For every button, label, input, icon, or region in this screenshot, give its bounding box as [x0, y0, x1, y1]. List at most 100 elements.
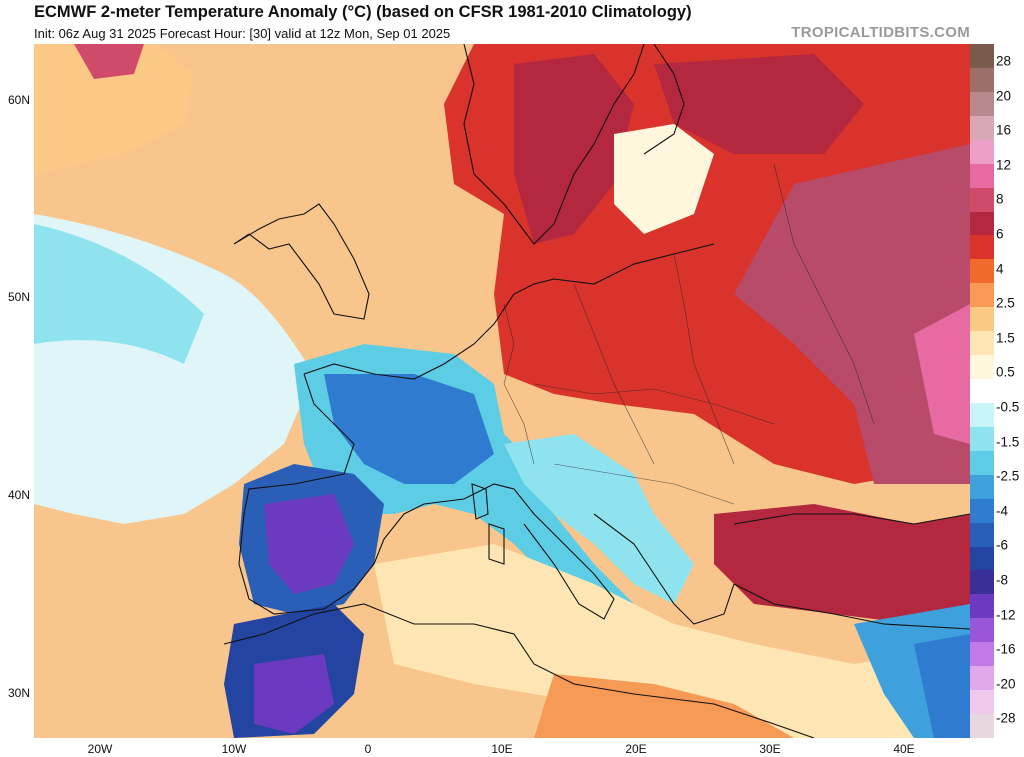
colorbar-cell — [970, 522, 994, 548]
colorbar-label: 4 — [996, 261, 1004, 277]
coastlines — [223, 44, 970, 738]
lon-label-10w: 10W — [221, 742, 247, 756]
country-borders — [503, 163, 875, 505]
colorbar-cell — [970, 283, 994, 308]
border-south — [553, 463, 735, 505]
italy-coast — [423, 483, 615, 620]
colorbar-cell — [970, 594, 994, 619]
north-africa-coast — [223, 603, 815, 738]
british-isles-coast — [233, 203, 370, 320]
colorbar-label: -1.5 — [996, 434, 1020, 450]
colorbar-cell — [970, 91, 994, 117]
north-atlantic-warm — [34, 44, 194, 174]
colorbar-label: 12 — [996, 157, 1012, 173]
sardinia-coast — [488, 523, 505, 565]
colorbar-label: -6 — [996, 537, 1009, 553]
colorbar-cell — [970, 307, 994, 332]
colorbar-cell — [970, 690, 994, 715]
lon-label-20w: 20W — [87, 742, 113, 756]
iberia-cold-core — [264, 494, 354, 594]
colorbar-cell — [970, 666, 994, 691]
border-lateral — [533, 383, 775, 425]
colorbar-cell — [970, 259, 994, 284]
colorbar-cell — [970, 474, 994, 500]
atlas-cold-core — [254, 654, 334, 734]
colorbar-label: -16 — [996, 641, 1016, 657]
russia-warm-core — [734, 144, 970, 484]
mediterranean-neutral — [374, 544, 970, 738]
colorbar-label: 16 — [996, 122, 1012, 138]
colorbar-cell — [970, 44, 994, 69]
colorbar-label: 20 — [996, 88, 1012, 104]
colorbar-cell — [970, 642, 994, 667]
colorbar-cell — [970, 402, 994, 428]
anomaly-map — [34, 44, 970, 738]
iceland-warm-anomaly — [74, 44, 144, 79]
turkey-warm — [714, 504, 970, 624]
colorbar-label: 2.5 — [996, 295, 1015, 311]
border-russia — [773, 163, 875, 425]
anomaly-field — [34, 44, 970, 738]
scandinavia-warm-core — [514, 54, 634, 244]
colorbar-label: 8 — [996, 191, 1004, 207]
colorbar-cell — [970, 67, 994, 93]
colorbar-cell — [970, 426, 994, 452]
colorbar-cell — [970, 331, 994, 356]
atlantic-cool-band — [34, 224, 204, 364]
colorbar-label: 0.5 — [996, 364, 1015, 380]
chart-title: ECMWF 2-meter Temperature Anomaly (°C) (… — [34, 3, 692, 21]
colorbar-label: 6 — [996, 226, 1004, 242]
west-europe-coast — [238, 373, 425, 615]
colorbar-cell — [970, 618, 994, 643]
black-sea-coast — [733, 513, 970, 525]
border-east — [673, 253, 735, 465]
lon-label-20e: 20E — [625, 742, 647, 756]
colorbar-label: -28 — [996, 710, 1016, 726]
baltic-neutral — [614, 124, 714, 234]
colorbar-label: 28 — [996, 53, 1012, 69]
colorbar-cell — [970, 187, 994, 212]
colorbar — [970, 44, 994, 739]
finland-coast — [643, 44, 685, 155]
turkey-south-coast — [733, 583, 970, 630]
border-west — [503, 303, 535, 465]
lon-label-40e: 40E — [893, 742, 915, 756]
forecast-info: Init: 06z Aug 31 2025 Forecast Hour: [30… — [34, 26, 451, 41]
russia-peak-warm — [914, 304, 970, 444]
colorbar-cell — [970, 570, 994, 595]
colorbar-label: -8 — [996, 572, 1009, 588]
colorbar-label: -4 — [996, 503, 1009, 519]
balkans-cool — [504, 434, 694, 604]
scandinavia-coast — [463, 44, 645, 245]
colorbar-cell — [970, 139, 994, 165]
colorbar-label: -20 — [996, 676, 1016, 692]
north-europe-coast — [303, 243, 715, 380]
colorbar-label: 1.5 — [996, 330, 1015, 346]
colorbar-cell — [970, 498, 994, 524]
colorbar-cell — [970, 115, 994, 141]
colorbar-cell — [970, 235, 994, 260]
colorbar-label: -12 — [996, 607, 1016, 623]
colorbar-cell — [970, 450, 994, 476]
colorbar-cell — [970, 211, 994, 236]
lon-label-10e: 10E — [491, 742, 513, 756]
lat-label-40n: 40N — [7, 488, 30, 502]
corsica-coast — [471, 483, 489, 520]
colorbar-cell — [970, 714, 994, 739]
colorbar-cell — [970, 379, 994, 404]
lat-label-30n: 30N — [7, 686, 30, 700]
colorbar-cell — [970, 355, 994, 380]
lat-label-60n: 60N — [7, 93, 30, 107]
finland-warm-core — [654, 54, 864, 154]
arabia-cool-core — [914, 634, 970, 738]
colorbar-label: -0.5 — [996, 399, 1020, 415]
lon-label-30e: 30E — [759, 742, 781, 756]
libya-warm — [534, 674, 794, 738]
site-watermark: TROPICALTIDBITS.COM — [791, 24, 970, 41]
balkan-coast — [593, 513, 735, 625]
colorbar-cell — [970, 163, 994, 189]
colorbar-cell — [970, 546, 994, 571]
colorbar-label: -2.5 — [996, 468, 1020, 484]
lat-label-50n: 50N — [7, 290, 30, 304]
lon-label-0: 0 — [364, 742, 372, 756]
